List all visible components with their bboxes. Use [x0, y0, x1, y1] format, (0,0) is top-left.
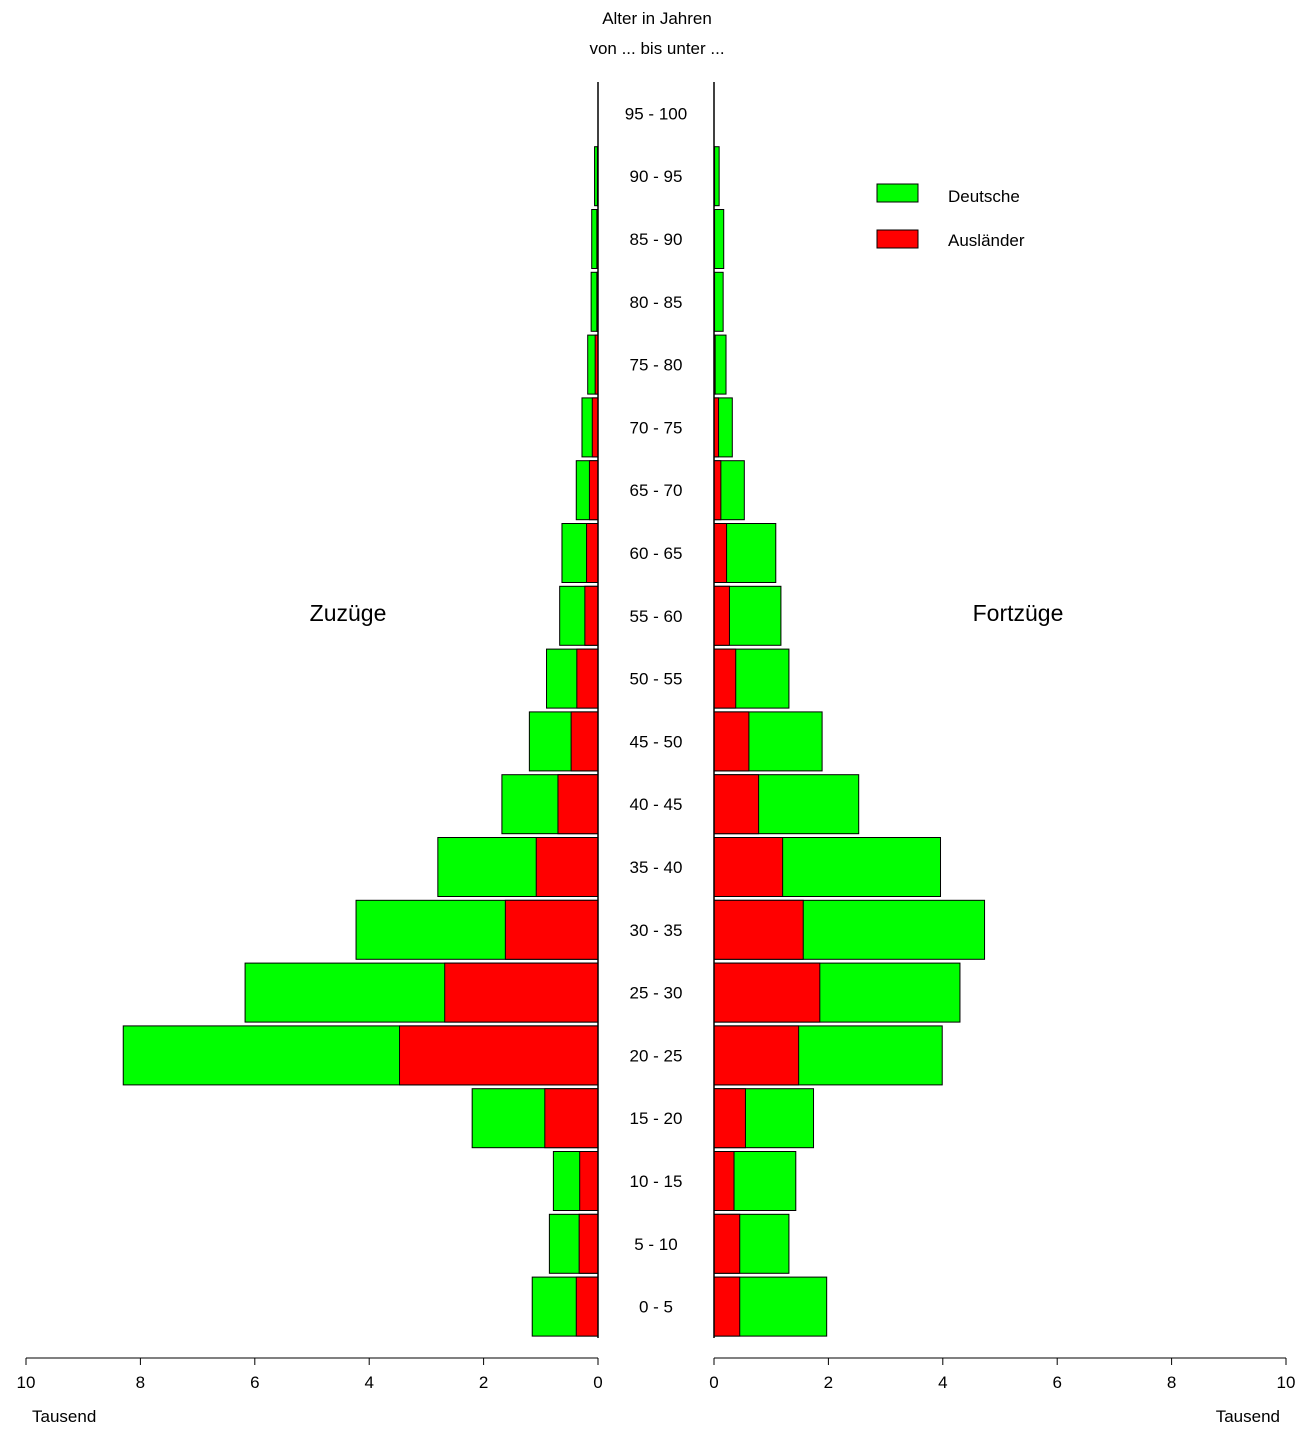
axes-layer: 0 2 4 6 8 10 0 2 4 6 8 10 — [17, 82, 1296, 1392]
category-label: 25 - 30 — [630, 984, 683, 1003]
category-label: 50 - 55 — [630, 670, 683, 689]
category-label: 75 - 80 — [630, 356, 683, 375]
fortzuege-tick-label: 2 — [824, 1373, 833, 1392]
zuzuege-tick-label: 8 — [136, 1373, 145, 1392]
bar-fortzuege-auslaender — [713, 837, 784, 897]
legend-swatch-auslaender — [876, 229, 919, 249]
left-unit-label: Tausend — [32, 1407, 96, 1426]
zuzuege-tick-label: 10 — [17, 1373, 36, 1392]
bar-zuzuege-auslaender — [444, 962, 599, 1023]
zuzuege-tick-label: 2 — [479, 1373, 488, 1392]
bar-fortzuege-auslaender — [713, 1088, 746, 1149]
category-label: 20 - 25 — [630, 1046, 683, 1065]
bar-zuzuege-auslaender — [535, 837, 599, 897]
fortzuege-tick-label: 4 — [938, 1373, 947, 1392]
bar-zuzuege-auslaender — [575, 1276, 599, 1337]
bar-fortzuege-auslaender — [713, 1025, 800, 1086]
category-label: 85 - 90 — [630, 230, 683, 249]
bar-fortzuege-auslaender — [713, 899, 804, 960]
bar-zuzuege-auslaender — [579, 1151, 599, 1211]
category-label: 65 - 70 — [630, 481, 683, 500]
bar-zuzuege-auslaender — [557, 774, 599, 835]
category-label: 10 - 15 — [630, 1172, 683, 1191]
category-label: 5 - 10 — [634, 1235, 677, 1254]
bar-fortzuege-auslaender — [713, 774, 760, 835]
bar-zuzuege-auslaender — [504, 899, 599, 960]
zuzuege-tick-label: 4 — [364, 1373, 373, 1392]
category-label: 95 - 100 — [625, 104, 687, 123]
bar-zuzuege-auslaender — [584, 585, 599, 646]
bar-zuzuege-auslaender — [578, 1213, 599, 1274]
category-label: 30 - 35 — [630, 921, 683, 940]
bar-fortzuege-auslaender — [713, 523, 728, 583]
bar-zuzuege-auslaender — [588, 460, 599, 521]
category-label: 55 - 60 — [630, 607, 683, 626]
legend-label-deutsche: Deutsche — [948, 187, 1020, 206]
bars-layer — [122, 146, 986, 1337]
bar-fortzuege-deutsche — [713, 334, 727, 395]
legend-label-auslaender: Ausländer — [948, 231, 1025, 250]
category-label: 70 - 75 — [630, 418, 683, 437]
bar-fortzuege-deutsche — [713, 271, 724, 332]
fortzuege-tick-label: 6 — [1052, 1373, 1061, 1392]
bar-zuzuege-auslaender — [586, 523, 599, 583]
bar-zuzuege-auslaender — [544, 1088, 599, 1149]
fortzuege-tick-label: 10 — [1277, 1373, 1296, 1392]
bar-fortzuege-auslaender — [713, 1213, 741, 1274]
legend-swatch-deutsche — [876, 183, 919, 203]
zuzuege-tick-label: 0 — [593, 1373, 602, 1392]
bar-fortzuege-auslaender — [713, 1276, 741, 1337]
category-label: 0 - 5 — [639, 1298, 673, 1317]
header-line-2: von ... bis unter ... — [589, 39, 724, 58]
right-panel-title: Fortzüge — [973, 600, 1064, 626]
left-panel-title: Zuzüge — [310, 600, 387, 626]
header-line-1: Alter in Jahren — [602, 9, 712, 28]
category-label: 45 - 50 — [630, 732, 683, 751]
bar-zuzuege-auslaender — [399, 1025, 599, 1086]
bar-fortzuege-auslaender — [713, 1151, 735, 1211]
bar-fortzuege-auslaender — [713, 648, 737, 709]
category-label: 60 - 65 — [630, 544, 683, 563]
fortzuege-tick-label: 0 — [709, 1373, 718, 1392]
bar-fortzuege-auslaender — [713, 460, 722, 521]
zuzuege-tick-label: 6 — [250, 1373, 259, 1392]
legend: Deutsche Ausländer — [876, 183, 1025, 250]
category-label: 80 - 85 — [630, 293, 683, 312]
bar-zuzuege-auslaender — [591, 397, 599, 458]
category-label: 35 - 40 — [630, 858, 683, 877]
category-label: 15 - 20 — [630, 1109, 683, 1128]
bar-fortzuege-auslaender — [713, 711, 750, 772]
bar-zuzuege-auslaender — [570, 711, 599, 772]
bar-fortzuege-auslaender — [713, 962, 821, 1023]
category-label: 40 - 45 — [630, 795, 683, 814]
bar-fortzuege-deutsche — [713, 209, 725, 269]
category-label: 90 - 95 — [630, 167, 683, 186]
bar-fortzuege-auslaender — [713, 585, 730, 646]
bar-zuzuege-auslaender — [576, 648, 599, 709]
right-unit-label: Tausend — [1216, 1407, 1280, 1426]
fortzuege-tick-label: 8 — [1167, 1373, 1176, 1392]
labels-layer: 0 - 5 5 - 10 10 - 15 15 - 20 20 - 25 25 - 30 3… — [625, 104, 687, 1316]
